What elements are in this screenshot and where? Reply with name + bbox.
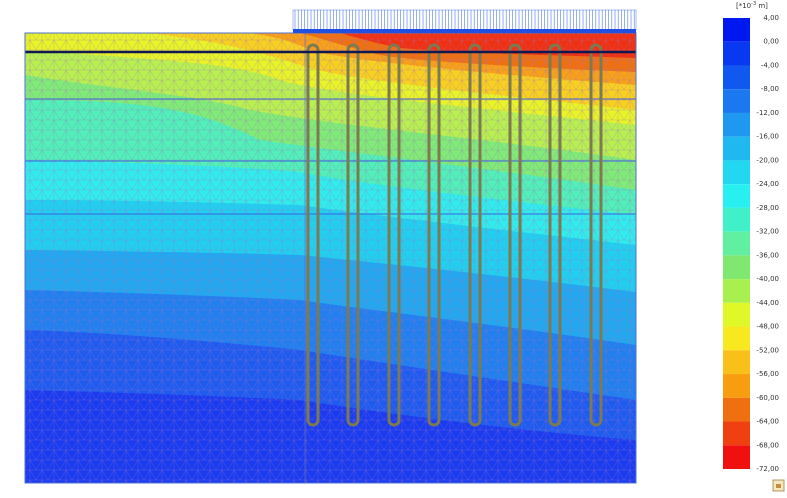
piles — [306, 43, 603, 427]
legend-label: -40,00 — [756, 275, 779, 283]
legend-label: -28,00 — [756, 204, 779, 212]
unit-exponent: -3 — [751, 1, 756, 7]
legend-swatch — [723, 136, 750, 161]
legend-swatch — [723, 160, 750, 185]
legend-swatch — [723, 41, 750, 66]
unit-suffix: m] — [756, 2, 768, 10]
pile — [508, 43, 522, 427]
load-base — [293, 29, 636, 33]
pile — [548, 43, 562, 427]
legend-label: -16,00 — [756, 133, 779, 141]
legend-label: -56,00 — [756, 370, 779, 378]
legend-label: -36,00 — [756, 251, 779, 259]
legend-label: -60,00 — [756, 394, 779, 402]
legend-swatch — [723, 18, 750, 42]
legend-swatch — [723, 231, 750, 256]
pile — [468, 43, 482, 427]
pile — [387, 43, 401, 427]
legend-swatch — [723, 397, 750, 422]
legend-swatch — [723, 421, 750, 446]
pile — [427, 43, 441, 427]
legend-label: -20,00 — [756, 156, 779, 164]
legend-swatch — [723, 65, 750, 90]
pile — [346, 43, 360, 427]
legend-label: -12,00 — [756, 109, 779, 117]
pile — [589, 43, 603, 427]
legend-swatch — [723, 445, 750, 469]
legend-label: -72,00 — [756, 465, 779, 473]
legend-label: -48,00 — [756, 323, 779, 331]
legend-label: -44,00 — [756, 299, 779, 307]
legend-swatch — [723, 374, 750, 398]
legend-swatch — [723, 255, 750, 280]
legend-label: 4,00 — [763, 14, 779, 22]
legend-swatch — [723, 350, 750, 375]
legend-label: -68,00 — [756, 441, 779, 449]
legend-unit: [*10-3 m] — [736, 1, 768, 11]
lock-icon[interactable] — [772, 479, 785, 492]
legend-label: -52,00 — [756, 346, 779, 354]
legend-label: -32,00 — [756, 228, 779, 236]
legend-swatch — [723, 112, 750, 137]
legend-swatch — [723, 326, 750, 351]
legend-label: -4,00 — [761, 61, 779, 69]
legend-swatch — [723, 184, 750, 208]
legend: [*10-3 m] 4,00 0,00 -4,00 -8,00 -12,00 -16,00… — [723, 1, 779, 473]
unit-base: [*10 — [736, 2, 751, 10]
pile — [306, 43, 320, 427]
legend-label: -24,00 — [756, 180, 779, 188]
mesh — [25, 33, 636, 483]
legend-swatch — [723, 207, 750, 232]
legend-swatch — [723, 302, 750, 327]
distributed-load — [292, 9, 637, 33]
legend-swatch — [723, 279, 750, 303]
legend-swatch — [723, 89, 750, 113]
legend-label: 0,00 — [763, 38, 779, 46]
legend-label: -8,00 — [761, 85, 779, 93]
legend-label: -64,00 — [756, 418, 779, 426]
contour-plot — [25, 33, 636, 483]
